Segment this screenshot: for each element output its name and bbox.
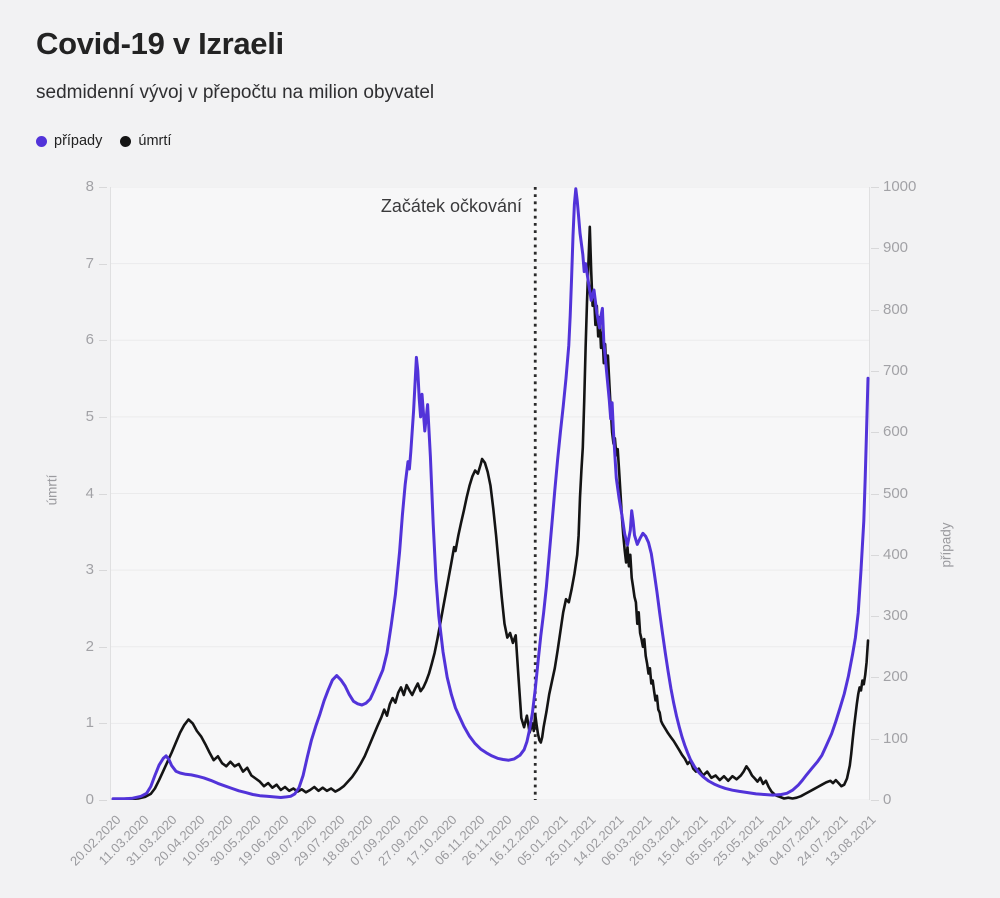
left-axis-tick-label: 2 <box>85 637 94 655</box>
left-axis-tick-label: 0 <box>85 791 94 808</box>
chart-canvas <box>110 187 870 800</box>
right-axis-tick-label: 1000 <box>883 178 917 195</box>
right-axis-tick-label: 900 <box>883 239 909 257</box>
left-axis-tick-label: 8 <box>85 178 94 195</box>
left-axis-tick <box>99 570 107 572</box>
vaccination-annotation-label: Začátek očkování <box>380 196 522 216</box>
right-axis-tick <box>871 616 879 618</box>
left-axis-tick <box>99 493 107 495</box>
right-axis-tick <box>871 800 879 801</box>
deaths-legend-dot-icon <box>120 135 132 147</box>
right-axis-tick-label: 600 <box>883 423 909 441</box>
legend-item-cases: případy <box>36 133 102 149</box>
right-axis-tick <box>871 493 879 495</box>
deaths-line <box>111 225 870 800</box>
legend: případy úmrtí <box>36 133 171 149</box>
right-axis-tick-label: 300 <box>883 607 909 625</box>
left-axis-tick-label: 5 <box>85 407 94 425</box>
right-axis-tick <box>871 370 879 372</box>
right-axis-tick <box>871 554 879 556</box>
right-axis-tick-label: 500 <box>883 484 909 502</box>
left-axis-tick <box>99 263 107 265</box>
right-axis-tick <box>871 309 879 311</box>
legend-label-deaths: úmrtí <box>138 133 172 149</box>
left-axis-tick-label: 3 <box>85 561 94 579</box>
right-axis-tick-label: 700 <box>883 361 909 379</box>
left-axis-tick <box>99 646 107 648</box>
left-axis-tick <box>99 187 107 188</box>
left-axis-tick-label: 7 <box>85 254 94 272</box>
left-axis-tick <box>99 800 107 801</box>
left-axis-tick-label: 1 <box>85 714 94 732</box>
left-axis-tick <box>99 340 107 342</box>
right-axis-tick-label: 0 <box>883 791 892 808</box>
legend-label-cases: případy <box>54 133 103 149</box>
right-axis-tick <box>871 432 879 434</box>
left-axis-tick-label: 4 <box>85 484 94 502</box>
right-axis-tick-label: 800 <box>883 300 909 318</box>
left-axis-tick-label: 6 <box>85 331 94 349</box>
cases-legend-dot-icon <box>36 135 47 147</box>
right-axis-tick-label: 200 <box>883 668 909 686</box>
right-axis-tick-label: 400 <box>883 545 909 563</box>
right-axis-tick <box>871 187 879 188</box>
right-axis-tick <box>871 248 879 250</box>
right-axis-tick <box>871 738 879 740</box>
right-axis-tick-label: 100 <box>883 729 909 747</box>
cases-line <box>111 187 870 800</box>
left-axis-tick <box>99 416 107 418</box>
page-title: Covid-19 v Izraeli <box>36 26 284 61</box>
legend-item-deaths: úmrtí <box>120 133 171 149</box>
left-axis-tick <box>99 723 107 725</box>
page-subtitle: sedmidenní vývoj v přepočtu na milion ob… <box>36 82 435 103</box>
right-axis-tick <box>871 677 879 679</box>
